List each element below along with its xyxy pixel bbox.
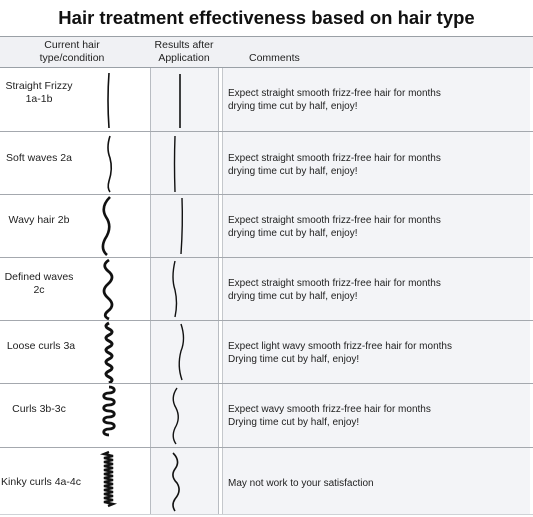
header-current-hair: Current hair type/condition — [39, 39, 105, 64]
table-row: Loose curls 3a Expect light wavy smooth … — [0, 321, 533, 385]
comment-text: Expect light wavy smooth frizz-free hair… — [228, 341, 452, 365]
comment-text: Expect straight smooth frizz-free hair f… — [228, 88, 441, 112]
hair-before-illustration — [102, 258, 114, 321]
hair-before-illustration — [101, 196, 111, 256]
header-results: Results after Application — [154, 39, 214, 64]
hair-after-illustration — [178, 323, 185, 381]
row-label: Curls 3b-3c — [12, 403, 66, 415]
hair-before-illustration — [107, 135, 113, 193]
comment-text: May not work to your satisfaction — [228, 478, 374, 489]
hair-after-illustration — [172, 260, 178, 318]
comment-text: Expect straight smooth frizz-free hair f… — [228, 278, 441, 302]
row-label: Wavy hair 2b — [8, 214, 70, 226]
hair-after-illustration — [172, 387, 179, 445]
table-row: Kinky curls 4a-4c May not work to your s… — [0, 448, 533, 514]
row-label: Straight Frizzy 1a-1b — [5, 80, 73, 105]
header-comments: Comments — [249, 52, 300, 64]
comment-text: Expect straight smooth frizz-free hair f… — [228, 153, 441, 177]
hair-after-illustration — [179, 74, 181, 128]
table-row: Wavy hair 2b Expect straight smooth friz… — [0, 195, 533, 257]
hair-before-illustration — [107, 72, 110, 129]
table-row: Defined waves 2c Expect straight smooth … — [0, 258, 533, 321]
row-label: Loose curls 3a — [6, 340, 76, 352]
hair-after-illustration — [173, 135, 176, 193]
row-label: Soft waves 2a — [6, 152, 72, 164]
table-row: Curls 3b-3c Expect wavy smooth frizz-fre… — [0, 384, 533, 447]
hair-before-illustration — [104, 321, 114, 385]
table-row: Soft waves 2a Expect straight smooth fri… — [0, 132, 533, 194]
comment-text: Expect wavy smooth frizz-free hair for m… — [228, 404, 431, 428]
hair-before-illustration — [102, 385, 116, 437]
table-row: Straight Frizzy 1a-1b Expect straight sm… — [0, 68, 533, 131]
row-label: Defined waves 2c — [4, 271, 74, 296]
hair-before-illustration — [99, 450, 118, 508]
table-header: Current hair type/condition Results afte… — [0, 36, 533, 68]
page-title: Hair treatment effectiveness based on ha… — [58, 7, 475, 28]
row-label: Kinky curls 4a-4c — [1, 476, 81, 488]
hair-after-illustration — [172, 452, 180, 512]
comment-text: Expect straight smooth frizz-free hair f… — [228, 215, 441, 239]
hair-after-illustration — [180, 197, 184, 255]
